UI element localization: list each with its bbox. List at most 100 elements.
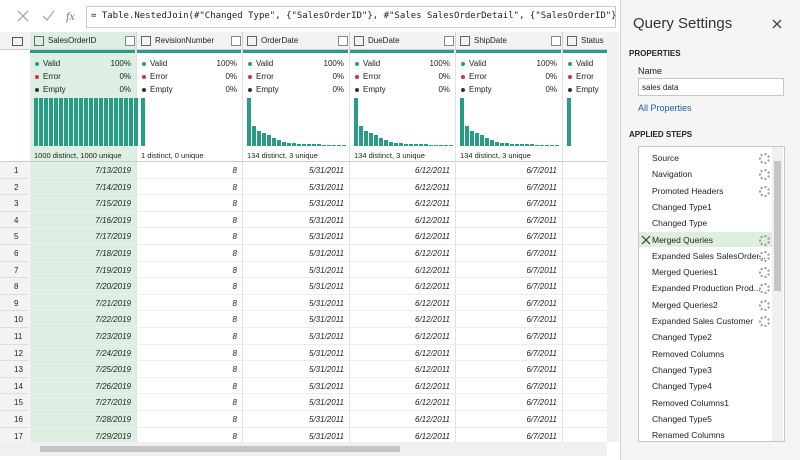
type-icon[interactable]	[247, 36, 257, 46]
row-line	[30, 210, 607, 212]
cell-value: 5/31/2011	[309, 315, 344, 325]
step-settings[interactable]	[759, 316, 770, 327]
distribution-bar	[342, 144, 346, 146]
distribution-bar	[89, 98, 93, 146]
quality-percent: 0%	[119, 72, 131, 81]
row-line	[30, 343, 607, 345]
vertical-scrollbar[interactable]	[607, 32, 619, 442]
horizontal-scrollbar[interactable]	[0, 442, 607, 456]
cell-value: 6/12/2011	[415, 415, 450, 424]
column-header[interactable]: SalesOrderID	[30, 32, 137, 50]
cell-value: 7/13/2019	[95, 166, 131, 175]
step-settings[interactable]	[759, 283, 770, 295]
applied-step[interactable]: Changed Type4	[639, 378, 772, 393]
applied-step[interactable]: Merged Queries2	[639, 297, 772, 312]
step-settings[interactable]	[759, 234, 770, 246]
applied-step[interactable]: Promoted Headers	[639, 183, 772, 198]
quality-dot	[35, 88, 39, 92]
cell-value: 8	[232, 265, 237, 275]
row-number-cell[interactable]	[0, 294, 29, 312]
step-settings[interactable]	[759, 267, 770, 279]
quality-dot	[142, 62, 146, 66]
filter-button[interactable]	[338, 36, 348, 46]
row-number-cell[interactable]	[0, 344, 29, 362]
applied-step[interactable]: Changed Type5	[639, 411, 772, 426]
step-settings[interactable]	[759, 153, 770, 164]
applied-step[interactable]: Changed Type	[639, 215, 772, 230]
column-header[interactable]: RevisionNumber	[137, 32, 243, 50]
steps-scrollbar[interactable]	[772, 147, 783, 441]
filter-button[interactable]	[231, 36, 241, 46]
applied-step[interactable]: Expanded Sales SalesOrder...	[639, 248, 772, 263]
step-settings[interactable]	[759, 299, 770, 311]
name-input[interactable]: sales data	[638, 78, 784, 96]
row-number-cell[interactable]	[0, 261, 29, 279]
distribution-bar	[247, 98, 251, 146]
applied-step[interactable]: Source	[639, 150, 772, 165]
step-settings[interactable]	[759, 169, 770, 181]
type-icon[interactable]	[354, 36, 364, 46]
filter-button[interactable]	[444, 36, 454, 46]
type-icon[interactable]	[34, 36, 44, 46]
cell-value: 5/31/2011	[309, 365, 344, 375]
quality-dot	[355, 75, 359, 79]
column-name: DueDate	[368, 36, 400, 45]
row-number-cell[interactable]	[0, 228, 29, 245]
scroll-thumb[interactable]	[40, 446, 400, 452]
row-number-cell[interactable]	[0, 427, 29, 442]
applied-step[interactable]: Renamed Columns	[639, 427, 772, 441]
applied-step[interactable]: Changed Type3	[639, 362, 772, 377]
row-number-cell[interactable]	[0, 178, 29, 196]
applied-step[interactable]: Navigation	[639, 166, 772, 181]
quality-dot	[35, 75, 39, 79]
applied-step[interactable]: Removed Columns1	[639, 395, 772, 410]
quality-label: Empty	[576, 85, 599, 94]
row-number-cell[interactable]	[0, 394, 29, 411]
formula-bar[interactable]: = Table.NestedJoin(#"Changed Type", {"Sa…	[86, 6, 616, 28]
column-header[interactable]: DueDate	[350, 32, 456, 50]
step-label: Changed Type1	[652, 201, 712, 212]
scroll-thumb[interactable]	[774, 161, 781, 291]
type-icon[interactable]	[567, 36, 577, 46]
distribution-bar	[414, 144, 418, 146]
close-button[interactable]	[771, 18, 783, 30]
row-number-cell[interactable]	[0, 361, 29, 378]
distribution-bar	[530, 144, 534, 146]
type-icon[interactable]	[460, 36, 470, 46]
applied-step[interactable]: Expanded Sales Customer	[639, 313, 772, 328]
quality-label: Valid	[256, 59, 274, 68]
distribution-bar	[465, 125, 469, 146]
applied-step[interactable]: Removed Columns	[639, 346, 772, 361]
row-number-cell[interactable]	[0, 377, 29, 395]
column-header[interactable]: ShipDate	[456, 32, 563, 50]
applied-step[interactable]: Changed Type1	[639, 199, 772, 214]
row-number-cell[interactable]	[0, 211, 29, 229]
row-number-cell[interactable]	[0, 195, 29, 212]
row-number-cell[interactable]	[0, 278, 29, 295]
step-label: Expanded Sales SalesOrder...	[652, 250, 766, 261]
applied-step[interactable]: Merged Queries1	[639, 264, 772, 279]
filter-button[interactable]	[551, 36, 561, 46]
row-line	[30, 177, 607, 179]
row-number-cell[interactable]	[0, 162, 29, 179]
cell-value: 5/31/2011	[309, 348, 344, 358]
row-number-cell[interactable]	[0, 411, 29, 428]
column-header[interactable]: Status	[563, 32, 607, 50]
applied-step[interactable]: Merged Queries	[639, 231, 772, 247]
step-label: Changed Type4	[652, 381, 712, 392]
applied-step[interactable]: Changed Type2	[639, 329, 772, 344]
distribution-bar	[520, 144, 524, 146]
distribution-bar	[485, 138, 489, 146]
applied-step[interactable]: Expanded Production Prod...	[639, 280, 772, 295]
row-number-cell[interactable]	[0, 328, 29, 345]
type-icon[interactable]	[141, 36, 151, 46]
all-properties-link[interactable]: All Properties	[638, 103, 692, 113]
column-header[interactable]: OrderDate	[243, 32, 350, 50]
step-settings[interactable]	[759, 250, 770, 262]
step-settings[interactable]	[759, 185, 770, 197]
row-number-cell[interactable]	[0, 245, 29, 262]
filter-button[interactable]	[125, 36, 135, 46]
row-number-cell[interactable]	[0, 311, 29, 328]
cell-value: 5/31/2011	[309, 282, 344, 292]
delete-step[interactable]	[641, 235, 651, 245]
